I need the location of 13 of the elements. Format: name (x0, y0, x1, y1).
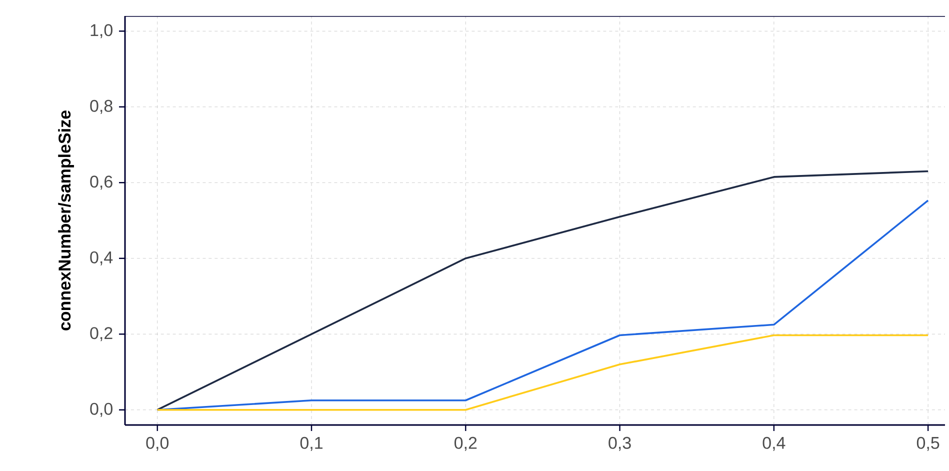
x-tick-label: 0,0 (146, 436, 169, 451)
x-tick-label: 0,3 (608, 436, 631, 451)
x-tick-label: 0,1 (300, 436, 322, 451)
y-tick-label: 0,8 (90, 100, 112, 114)
y-tick-label: 0,4 (90, 251, 113, 266)
x-tick-label: 0,2 (454, 436, 477, 451)
y-tick-label: 1,0 (90, 24, 112, 38)
y-tick-label: 0,2 (90, 327, 112, 342)
y-tick-label: 0,0 (90, 402, 112, 417)
x-tick-label: 0,4 (762, 436, 786, 451)
x-tick-label: 0,5 (916, 436, 940, 451)
y-axis-title: connexNumber/sampleSize (58, 110, 74, 330)
y-tick-label: 0,6 (90, 176, 112, 190)
